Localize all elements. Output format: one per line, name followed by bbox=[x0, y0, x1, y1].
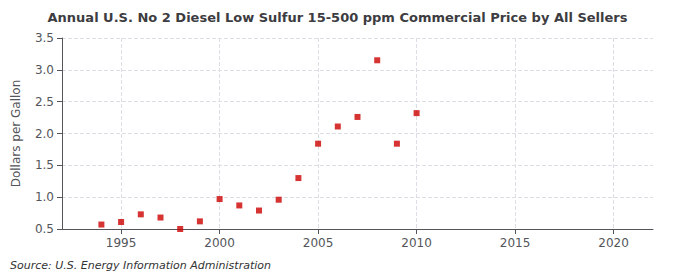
svg-text:Annual U.S. No 2 Diesel Low Su: Annual U.S. No 2 Diesel Low Sulfur 15-50… bbox=[48, 10, 628, 25]
svg-text:2020: 2020 bbox=[598, 236, 629, 250]
svg-text:1.5: 1.5 bbox=[35, 158, 54, 172]
svg-text:0.5: 0.5 bbox=[35, 222, 54, 236]
svg-text:2.0: 2.0 bbox=[35, 127, 54, 141]
svg-text:2015: 2015 bbox=[500, 236, 531, 250]
svg-text:2005: 2005 bbox=[303, 236, 334, 250]
svg-text:1.0: 1.0 bbox=[35, 190, 54, 204]
svg-text:2010: 2010 bbox=[401, 236, 432, 250]
svg-text:2000: 2000 bbox=[204, 236, 235, 250]
svg-text:2.5: 2.5 bbox=[35, 95, 54, 109]
svg-text:Source: U.S. Energy Informatio: Source: U.S. Energy Information Administ… bbox=[10, 259, 271, 272]
svg-text:1995: 1995 bbox=[106, 236, 137, 250]
svg-text:Dollars per Gallon: Dollars per Gallon bbox=[9, 80, 23, 188]
svg-text:3.0: 3.0 bbox=[35, 63, 54, 77]
svg-text:3.5: 3.5 bbox=[35, 31, 54, 45]
